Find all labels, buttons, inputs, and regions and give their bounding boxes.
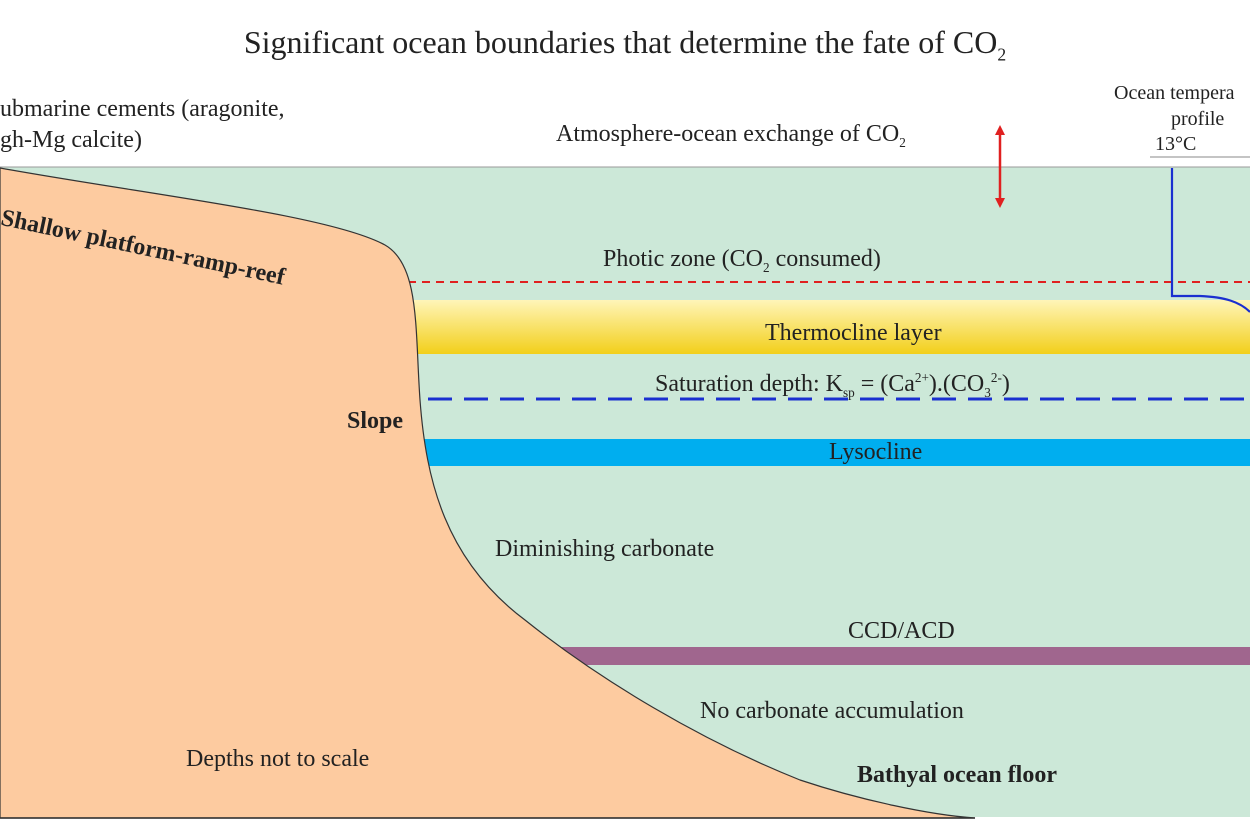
temperature-profile-curve [1170, 168, 1250, 313]
slope-label: Slope [347, 408, 404, 434]
cements-label-line2: gh-Mg calcite) [0, 127, 142, 153]
bathyal-floor-label: Bathyal ocean floor [857, 762, 1057, 788]
continental-slope [0, 167, 976, 819]
photic-zone-label: Photic zone (CO2 consumed) [603, 246, 881, 275]
temperature-value: 13°C [1155, 133, 1197, 155]
atmosphere-exchange-label: Atmosphere-ocean exchange of CO2 [556, 121, 906, 150]
thermocline-label: Thermocline layer [765, 320, 942, 346]
lysocline-label: Lysocline [829, 439, 923, 465]
ccd-label: CCD/ACD [848, 618, 955, 644]
depths-note: Depths not to scale [186, 746, 370, 772]
temperature-profile-title: Ocean tempera [1114, 82, 1235, 104]
saturation-depth-label: Saturation depth: Ksp = (Ca2+).(CO32-) [655, 370, 1010, 400]
temperature-profile-subtitle: profile [1171, 108, 1225, 130]
lysocline-band [420, 439, 1250, 466]
cements-label-line1: ubmarine cements (aragonite, [0, 96, 285, 122]
diagram-title: Significant ocean boundaries that determ… [243, 24, 1007, 65]
diminishing-carbonate-label: Diminishing carbonate [495, 536, 715, 562]
ccd-band [520, 647, 1250, 665]
no-accumulation-label: No carbonate accumulation [700, 698, 964, 724]
thermocline-band [395, 300, 1250, 354]
